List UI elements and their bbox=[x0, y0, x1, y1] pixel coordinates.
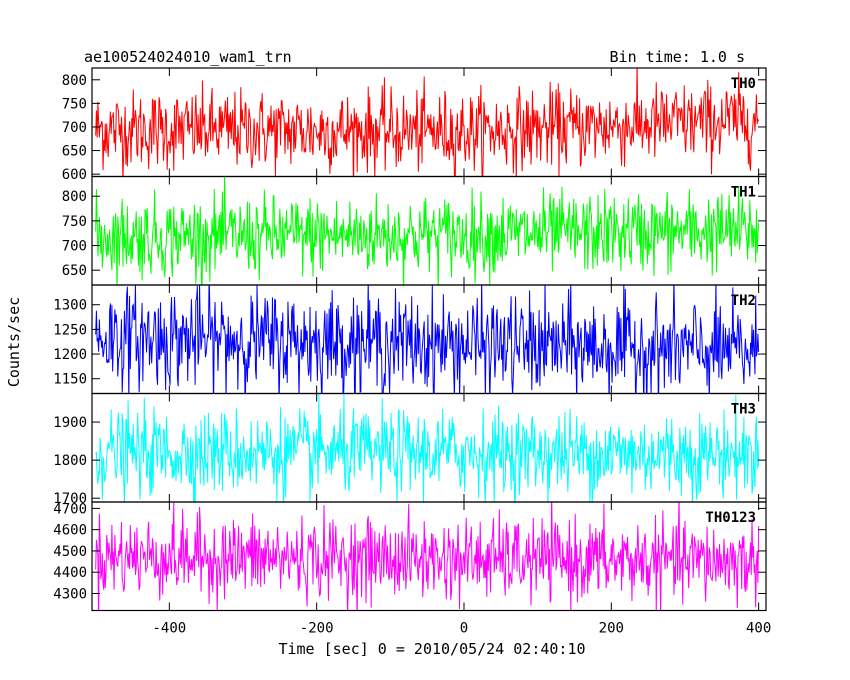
observation-id-label: ae100524024010_wam1_trn bbox=[84, 48, 292, 66]
panel-frame bbox=[91, 501, 767, 612]
x-tick-label: 400 bbox=[746, 621, 771, 637]
panel-th2: 1150 1200 1250 1300 TH2 bbox=[53, 284, 767, 395]
series-line-th2 bbox=[95, 285, 760, 394]
x-tick-label: 0 bbox=[460, 621, 468, 637]
y-tick-label: 600 bbox=[62, 167, 87, 183]
y-tick-label: 1250 bbox=[53, 322, 87, 338]
y-tick-label: 4300 bbox=[53, 586, 87, 602]
y-tick-label: 650 bbox=[62, 263, 87, 279]
y-tick-label: 4600 bbox=[53, 523, 87, 539]
bin-time-label: Bin time: 1.0 s bbox=[610, 48, 745, 66]
y-tick-label: 750 bbox=[62, 214, 87, 230]
panel-label-th3: TH3 bbox=[731, 402, 756, 418]
panel-th3: 1700 1800 1900 TH3 bbox=[53, 392, 767, 507]
panel-th1: 650 700 750 800 TH1 bbox=[62, 175, 767, 286]
y-tick-label: 1150 bbox=[53, 372, 87, 388]
x-axis: -400 -200 0 200 400 bbox=[152, 68, 771, 637]
x-tick-label: -200 bbox=[300, 621, 334, 637]
panel-label-th0: TH0 bbox=[731, 76, 756, 92]
panels-group: 600 650 700 750 800 TH0 650 700 750 800 TH1 1150 120… bbox=[53, 67, 767, 612]
panel-label-th1: TH1 bbox=[731, 185, 756, 201]
y-tick-label: 800 bbox=[62, 73, 87, 89]
panel-th0: 600 650 700 750 800 TH0 bbox=[62, 67, 767, 183]
y-tick-label: 800 bbox=[62, 189, 87, 205]
panel-label-th0123: TH0123 bbox=[705, 510, 756, 526]
y-tick-label: 650 bbox=[62, 144, 87, 160]
y-tick-label: 1900 bbox=[53, 415, 87, 431]
y-tick-label: 700 bbox=[62, 120, 87, 136]
y-tick-label: 700 bbox=[62, 239, 87, 255]
x-tick-label: 200 bbox=[599, 621, 624, 637]
series-line-th1 bbox=[95, 176, 760, 285]
y-tick-label: 750 bbox=[62, 96, 87, 112]
y-tick-label: 1300 bbox=[53, 298, 87, 314]
x-axis-label: Time [sec] 0 = 2010/05/24 02:40:10 bbox=[278, 640, 585, 658]
y-tick-label: 1700 bbox=[53, 491, 87, 507]
series-line-th3 bbox=[95, 393, 760, 502]
y-axis-label: Counts/sec bbox=[5, 297, 23, 387]
series-line-th0123 bbox=[95, 502, 760, 611]
panel-label-th2: TH2 bbox=[731, 293, 756, 309]
y-tick-label: 4500 bbox=[53, 544, 87, 560]
panel-th0123: 4300 4400 4500 4600 4700 TH0123 bbox=[53, 501, 767, 612]
y-tick-label: 1200 bbox=[53, 347, 87, 363]
y-tick-label: 4700 bbox=[53, 501, 87, 517]
y-tick-label: 1800 bbox=[53, 453, 87, 469]
y-tick-label: 4400 bbox=[53, 565, 87, 581]
x-tick-label: -400 bbox=[152, 621, 186, 637]
series-line-th0 bbox=[95, 68, 760, 177]
